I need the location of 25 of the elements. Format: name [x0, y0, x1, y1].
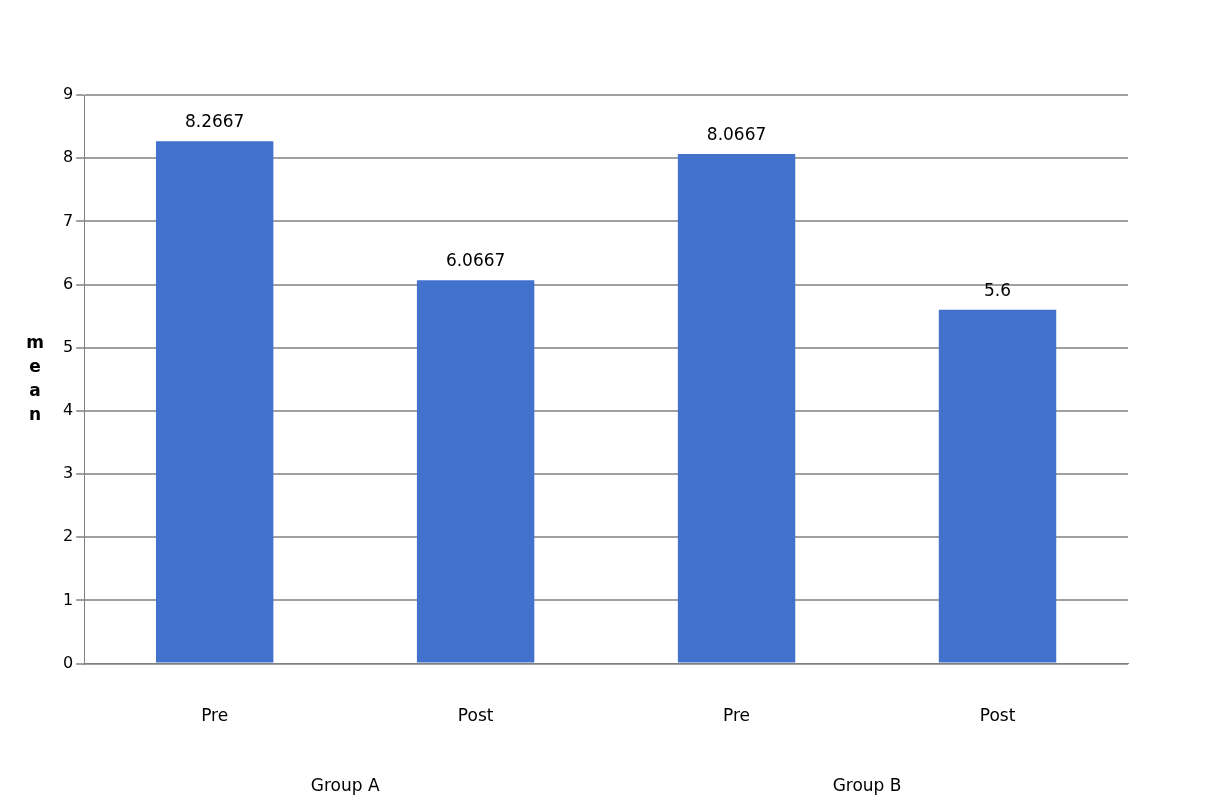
data-label: 8.0667: [706, 123, 767, 144]
y-tick-label: 9: [62, 84, 74, 104]
text: Group B: [832, 775, 902, 796]
bar: [938, 309, 1057, 663]
y-tick-label: 1: [62, 589, 74, 609]
y-tick-label: 4: [62, 400, 74, 420]
x-tick-label: Post: [457, 705, 494, 726]
text: Group A: [310, 775, 380, 796]
x-tick-label: Post: [979, 705, 1016, 726]
y-tick-label: 3: [62, 463, 74, 483]
y-tick-label: 8: [62, 147, 74, 167]
bar: [155, 141, 274, 663]
x-tick-label: Pre: [201, 705, 229, 726]
y-tick-label: 5: [62, 336, 74, 356]
data-label: 6.0667: [445, 250, 506, 271]
y-axis-title: mean: [26, 331, 44, 424]
data-label: 8.2667: [184, 111, 245, 132]
x-tick-label: Pre: [723, 705, 751, 726]
bar: [677, 153, 796, 663]
bar: [416, 280, 535, 663]
data-label: 5.6: [984, 279, 1012, 300]
y-tick-label: 6: [62, 273, 74, 293]
y-tick-label: 2: [62, 526, 74, 546]
y-tick-label: 7: [62, 210, 74, 230]
y-tick-label: 0: [62, 652, 74, 672]
